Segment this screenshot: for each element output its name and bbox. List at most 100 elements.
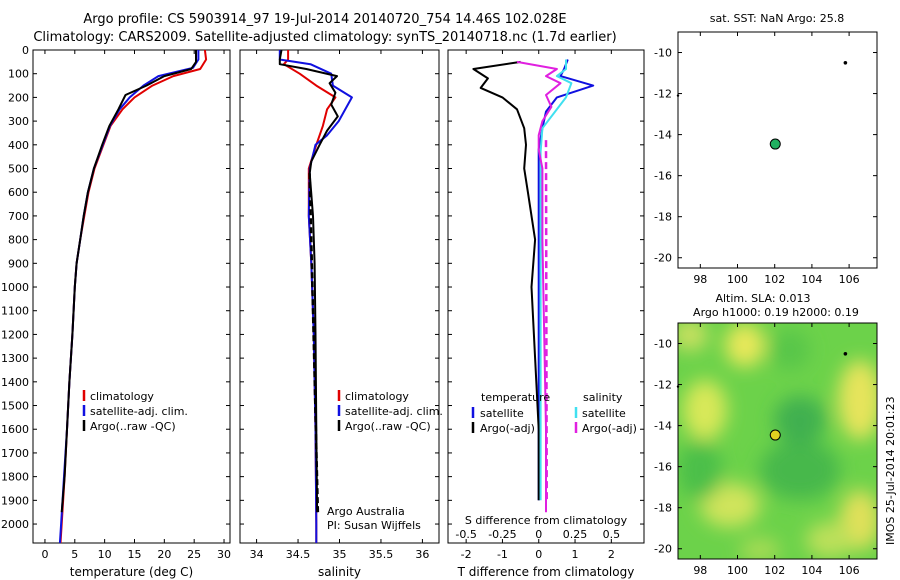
y-tick-label: 500: [8, 163, 29, 176]
x-tick-label: 2: [608, 548, 615, 561]
legend-label: Argo(..raw -QC): [90, 420, 176, 433]
sst-map-title: sat. SST: NaN Argo: 25.8: [710, 12, 844, 25]
map-x-tick-label: 102: [764, 273, 785, 286]
annotation-text: PI: Susan Wijffels: [327, 519, 421, 532]
map-y-tick-label: -12: [654, 88, 672, 101]
y-tick-label: 1200: [1, 328, 29, 341]
map-x-tick-label: 104: [801, 564, 822, 577]
map-x-tick-label: 100: [727, 564, 748, 577]
y-tick-label: 1700: [1, 447, 29, 460]
map-y-tick-label: -12: [654, 379, 672, 392]
x-axis-label: salinity: [318, 565, 361, 579]
y-tick-label: 1400: [1, 376, 29, 389]
sla-map-subtitle: Argo h1000: 0.19 h2000: 0.19: [693, 306, 859, 319]
y-tick-label: 100: [8, 68, 29, 81]
legend-label: climatology: [345, 390, 409, 403]
map-y-tick-label: -14: [654, 420, 672, 433]
map-y-tick-label: -16: [654, 170, 672, 183]
legend-label: satellite-adj. clim.: [345, 405, 443, 418]
top-x-tick-label: 0: [535, 528, 542, 541]
x-tick-label: 0: [535, 548, 542, 561]
map-y-tick-label: -10: [654, 47, 672, 60]
y-tick-label: 800: [8, 234, 29, 247]
y-tick-label: 1100: [1, 305, 29, 318]
map-x-tick-label: 100: [727, 273, 748, 286]
difference-panel-frame: [447, 49, 645, 544]
map-x-tick-label: 98: [693, 564, 707, 577]
legend-title: temperature: [481, 391, 550, 404]
top-x-axis-label: S difference from climatology: [465, 514, 628, 527]
map-y-tick-label: -16: [654, 461, 672, 474]
legend-label: satellite: [480, 407, 524, 420]
sla-map-frame: [677, 322, 878, 560]
map-x-tick-label: 106: [839, 273, 860, 286]
legend-title: salinity: [583, 391, 623, 404]
x-tick-label: 20: [157, 548, 171, 561]
series-line-t-argo-adj-: [472, 60, 540, 501]
map-y-tick-label: -18: [654, 211, 672, 224]
map-x-tick-label: 98: [693, 273, 707, 286]
top-x-tick-label: 0.25: [563, 528, 588, 541]
map-reference-dot: [676, 94, 680, 97]
sst-map-frame: [677, 31, 878, 269]
legend-label: Argo(..raw -QC): [345, 420, 431, 433]
x-tick-label: 34: [250, 548, 264, 561]
map-reference-dot: [843, 60, 848, 65]
series-line-s-satellite: [539, 59, 573, 501]
argo-position-marker: [769, 138, 781, 150]
salinity-panel-frame: [239, 49, 440, 544]
top-x-tick-label: -0.25: [488, 528, 516, 541]
legend-label: satellite: [582, 407, 626, 420]
series-line-s-argo-adj-: [516, 60, 562, 513]
y-tick-label: 1300: [1, 352, 29, 365]
top-x-tick-label: 0.5: [603, 528, 621, 541]
map-y-tick-label: -20: [654, 543, 672, 556]
series-line-satellite-adj-clim-: [58, 50, 200, 544]
figure-title-line-1: Argo profile: CS 5903914_97 19-Jul-2014 …: [83, 12, 567, 27]
x-tick-label: 10: [98, 548, 112, 561]
y-tick-label: 1800: [1, 471, 29, 484]
y-tick-label: 1500: [1, 400, 29, 413]
map-x-tick-label: 104: [801, 273, 822, 286]
series-line-s-argo-dashed: [544, 140, 548, 501]
x-tick-label: 35: [333, 548, 347, 561]
y-tick-label: 400: [8, 139, 29, 152]
map-reference-dot: [676, 385, 680, 388]
legend-label: climatology: [90, 390, 154, 403]
argo-position-marker: [769, 429, 781, 441]
y-tick-label: 700: [8, 210, 29, 223]
y-tick-label: 0: [22, 44, 29, 57]
side-credit: IMOS 25-Jul-2014 20:01:23: [884, 396, 897, 545]
x-tick-label: 15: [127, 548, 141, 561]
legend-label: Argo(-adj): [480, 422, 535, 435]
y-tick-label: 900: [8, 257, 29, 270]
map-y-tick-label: -10: [654, 338, 672, 351]
series-line-climatology: [59, 49, 208, 544]
x-tick-label: 25: [187, 548, 201, 561]
series-line-argo-raw-qc-: [278, 49, 339, 513]
map-y-tick-label: -14: [654, 129, 672, 142]
sla-heatmap: [678, 323, 877, 559]
series-line-argo-raw-qc-: [60, 50, 197, 513]
x-tick-label: 34.5: [286, 548, 311, 561]
x-axis-label: T difference from climatology: [457, 565, 635, 579]
x-tick-label: 0: [41, 548, 48, 561]
series-line-climatology: [282, 50, 337, 543]
map-x-tick-label: 102: [764, 564, 785, 577]
legend-label: Argo(-adj): [582, 422, 637, 435]
temperature-panel-frame: [32, 49, 231, 544]
legend-label: satellite-adj. clim.: [90, 405, 188, 418]
x-tick-label: 35.5: [369, 548, 394, 561]
y-tick-label: 2000: [1, 518, 29, 531]
x-axis-label: temperature (deg C): [70, 565, 193, 579]
map-x-tick-label: 106: [839, 564, 860, 577]
map-y-tick-label: -20: [654, 252, 672, 265]
series-line-argo-dashed: [308, 173, 320, 515]
y-tick-label: 1900: [1, 494, 29, 507]
figure-title-line-2: Climatology: CARS2009. Satellite-adjuste…: [33, 30, 617, 45]
x-tick-label: -1: [497, 548, 508, 561]
y-tick-label: 600: [8, 186, 29, 199]
x-tick-label: 1: [572, 548, 579, 561]
top-x-tick-label: -0.5: [455, 528, 476, 541]
